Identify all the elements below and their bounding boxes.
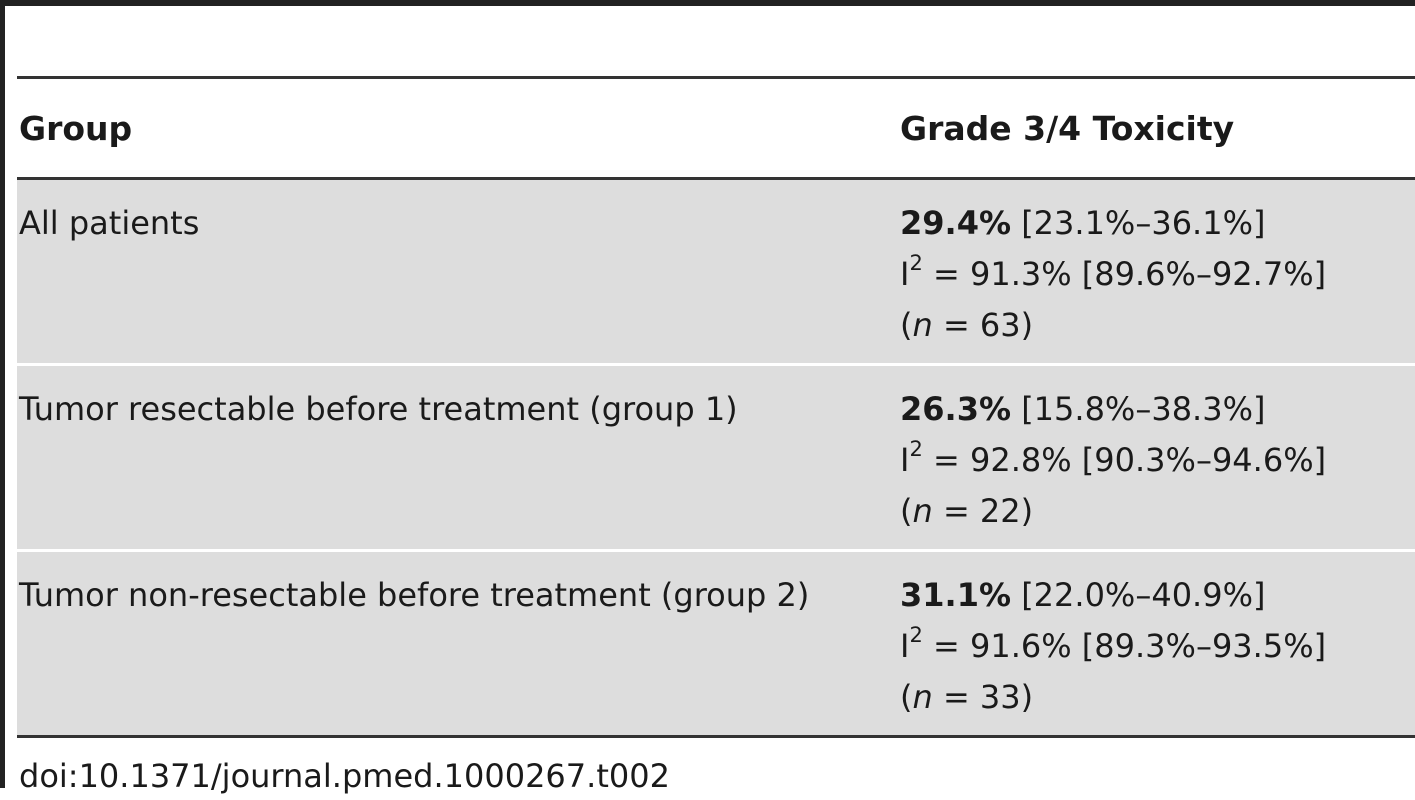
estimate-value: 29.4%: [900, 204, 1012, 242]
confidence-interval: [23.1%–36.1%]: [1021, 204, 1266, 242]
i2-value: = 91.3% [89.6%–92.7%]: [922, 255, 1327, 293]
group-cell: Tumor non-resectable before treatment (g…: [19, 576, 810, 614]
left-border-rule: [0, 0, 5, 788]
header-toxicity: Grade 3/4 Toxicity: [900, 108, 1235, 148]
n-value: = 63): [932, 306, 1034, 344]
n-open: (: [900, 306, 913, 344]
toxicity-cell: 29.4% [23.1%–36.1%] I2 = 91.3% [89.6%–92…: [898, 179, 1415, 365]
heterogeneity-line: I2 = 91.6% [89.3%–93.5%]: [900, 621, 1415, 672]
header-group: Group: [19, 108, 133, 148]
n-value: = 22): [932, 492, 1034, 530]
i2-exponent: 2: [909, 251, 923, 275]
n-label: n: [912, 306, 933, 344]
i2-exponent: 2: [909, 437, 923, 461]
heterogeneity-line: I2 = 92.8% [90.3%–94.6%]: [900, 435, 1415, 486]
toxicity-cell: 26.3% [15.8%–38.3%] I2 = 92.8% [90.3%–94…: [898, 365, 1415, 551]
i2-symbol: I: [900, 441, 910, 479]
heterogeneity-line: I2 = 91.3% [89.6%–92.7%]: [900, 249, 1415, 300]
table-container: Group Grade 3/4 Toxicity All patients 29…: [17, 76, 1415, 738]
n-label: n: [912, 678, 933, 716]
sample-size-line: (n = 63): [900, 300, 1415, 351]
table-row: Tumor non-resectable before treatment (g…: [17, 550, 1415, 737]
table-header-row: Group Grade 3/4 Toxicity: [17, 77, 1415, 179]
i2-symbol: I: [900, 627, 910, 665]
n-value: = 33): [932, 678, 1034, 716]
estimate-line: 29.4% [23.1%–36.1%]: [900, 198, 1415, 249]
n-open: (: [900, 492, 913, 530]
estimate-line: 31.1% [22.0%–40.9%]: [900, 570, 1415, 621]
sample-size-line: (n = 22): [900, 486, 1415, 537]
doi-citation: doi:10.1371/journal.pmed.1000267.t002: [19, 757, 670, 795]
top-border-rule: [0, 0, 1415, 6]
toxicity-table: Group Grade 3/4 Toxicity All patients 29…: [17, 76, 1415, 738]
group-cell: Tumor resectable before treatment (group…: [19, 390, 738, 428]
confidence-interval: [15.8%–38.3%]: [1021, 390, 1266, 428]
estimate-value: 31.1%: [900, 576, 1012, 614]
i2-value: = 92.8% [90.3%–94.6%]: [922, 441, 1327, 479]
i2-symbol: I: [900, 255, 910, 293]
confidence-interval: [22.0%–40.9%]: [1021, 576, 1266, 614]
table-row: Tumor resectable before treatment (group…: [17, 364, 1415, 551]
sample-size-line: (n = 33): [900, 672, 1415, 723]
i2-value: = 91.6% [89.3%–93.5%]: [922, 627, 1327, 665]
estimate-line: 26.3% [15.8%–38.3%]: [900, 384, 1415, 435]
n-open: (: [900, 678, 913, 716]
group-cell: All patients: [19, 204, 200, 242]
table-row: All patients 29.4% [23.1%–36.1%] I2 = 91…: [17, 178, 1415, 365]
toxicity-cell: 31.1% [22.0%–40.9%] I2 = 91.6% [89.3%–93…: [898, 551, 1415, 737]
i2-exponent: 2: [909, 623, 923, 647]
estimate-value: 26.3%: [900, 390, 1012, 428]
n-label: n: [912, 492, 933, 530]
